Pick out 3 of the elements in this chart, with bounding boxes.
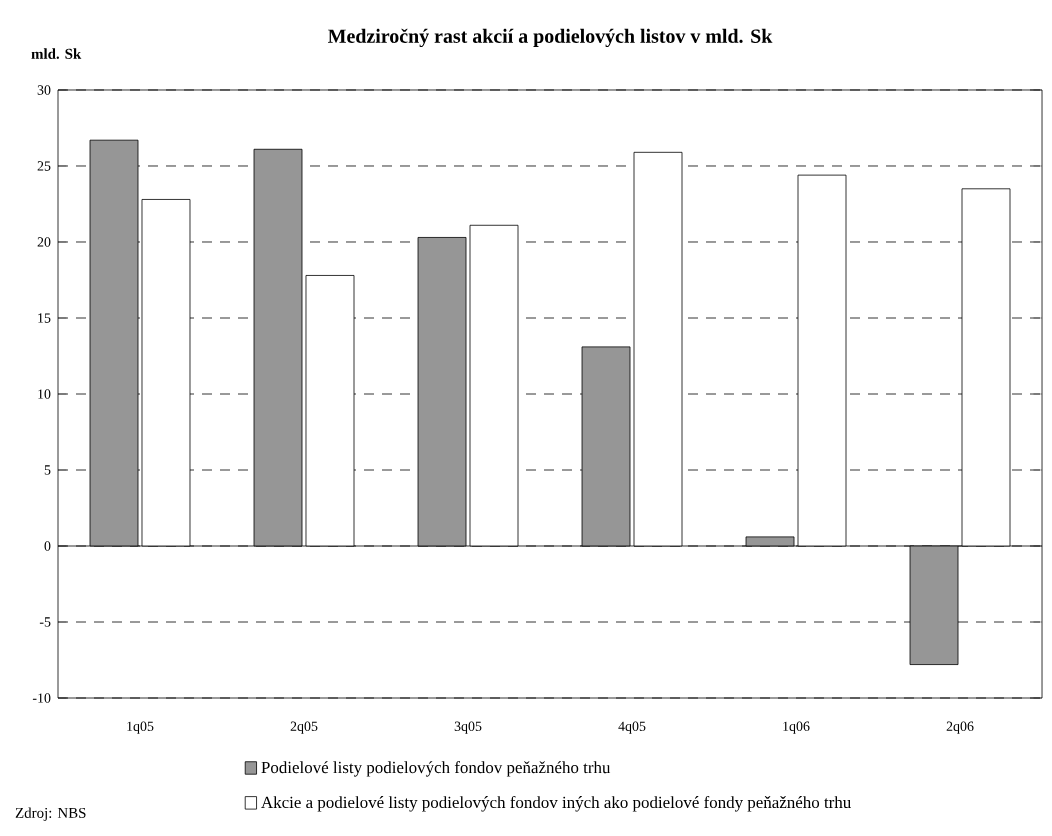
legend-label: Podielové listy podielových fondov peňažného trhu	[261, 761, 611, 777]
chart-title: Medziročný rast akcií a podielových listov v mld. Sk	[328, 28, 773, 48]
legend-label: Akcie a podielové listy podielových fondov iných ako podielové fondy peňažného trhu	[261, 795, 851, 812]
